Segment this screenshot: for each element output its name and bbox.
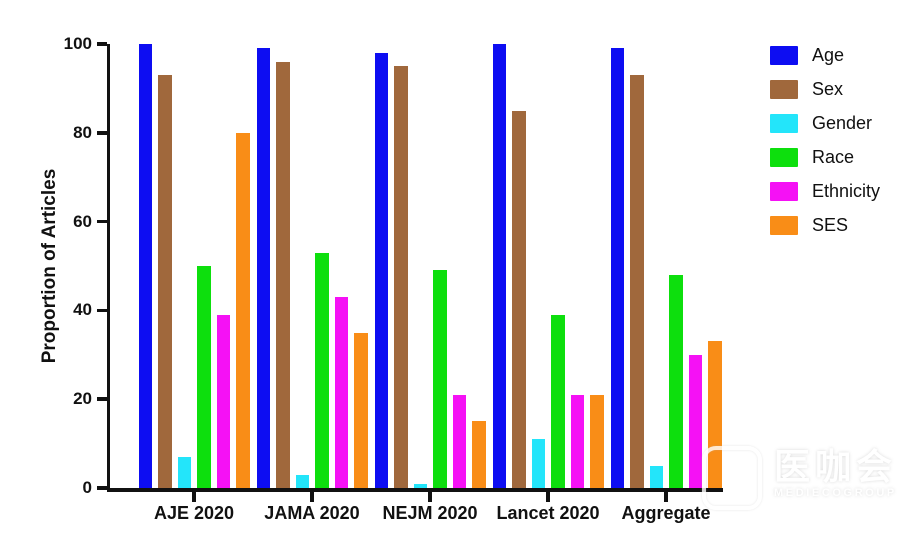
watermark-title: 医咖会 (774, 446, 898, 487)
bar-race-nejm-2020 (433, 270, 447, 488)
bar-sex-nejm-2020 (394, 66, 408, 488)
bar-age-aggregate (610, 48, 624, 488)
x-axis-tick (546, 491, 550, 502)
bar-gender-aje-2020 (177, 456, 191, 488)
x-axis-tick (192, 491, 196, 502)
coffee-swirl-icon (724, 465, 741, 490)
legend-swatch-gender (770, 114, 798, 133)
legend-swatch-age (770, 46, 798, 65)
y-axis-tick-label: 80 (73, 122, 92, 142)
bar-gender-lancet-2020 (531, 439, 545, 488)
x-axis-label-aje-2020: AJE 2020 (153, 503, 235, 523)
legend-item-race: Race (770, 147, 880, 167)
plot-area: 0 20 40 60 80 100 AJE 2020 JAMA 2020 NEJM 2020 La… (64, 34, 723, 523)
legend-label-race: Race (812, 147, 855, 167)
watermark: 医咖会 MEDIECOGROUP (702, 446, 897, 510)
y-axis-tick-label: 0 (82, 478, 92, 497)
bar-age-aje-2020 (138, 44, 152, 488)
legend-item-gender: Gender (770, 113, 880, 133)
bar-ses-aje-2020 (236, 132, 250, 488)
x-axis-tick (310, 491, 314, 502)
y-axis-tick (96, 131, 107, 135)
legend-label-age: Age (812, 45, 845, 65)
bar-race-aje-2020 (197, 266, 211, 488)
legend-item-ses: SES (770, 215, 880, 235)
bar-race-lancet-2020 (551, 314, 565, 488)
y-axis-tick (96, 486, 107, 490)
y-axis-tick (96, 42, 107, 46)
bar-gender-nejm-2020 (413, 483, 427, 488)
x-axis-tick (664, 491, 668, 502)
legend-swatch-ethnicity (770, 182, 798, 201)
bar-sex-aggregate (630, 75, 644, 488)
bar-ses-lancet-2020 (590, 394, 604, 488)
watermark-logo-icon (702, 446, 762, 510)
watermark-text: 医咖会 MEDIECOGROUP (774, 446, 897, 499)
bar-ethnicity-jama-2020 (334, 297, 348, 488)
legend-item-ethnicity: Ethnicity (770, 181, 881, 201)
bar-race-aggregate (669, 274, 683, 488)
legend-swatch-sex (770, 80, 798, 99)
bar-age-jama-2020 (256, 48, 270, 488)
y-axis-tick-label: 100 (63, 34, 92, 53)
y-axis-tick-label: 40 (73, 300, 92, 320)
legend-swatch-race (770, 148, 798, 167)
y-axis-tick (96, 397, 107, 401)
x-axis-label-nejm-2020: NEJM 2020 (382, 503, 478, 523)
bar-age-nejm-2020 (374, 52, 388, 488)
bar-ethnicity-lancet-2020 (570, 394, 584, 488)
bar-gender-jama-2020 (295, 474, 309, 488)
bar-age-lancet-2020 (492, 44, 506, 488)
bar-ethnicity-nejm-2020 (452, 394, 466, 488)
legend-item-age: Age (770, 45, 880, 65)
bar-sex-lancet-2020 (512, 110, 526, 488)
y-axis-line (106, 44, 110, 492)
watermark-subtitle: MEDIECOGROUP (774, 487, 897, 500)
legend-swatch-ses (770, 216, 798, 235)
y-axis-tick-label: 20 (73, 389, 92, 409)
bar-race-jama-2020 (315, 252, 329, 488)
legend-item-sex: Sex (770, 79, 880, 99)
x-axis-label-jama-2020: JAMA 2020 (264, 503, 360, 523)
x-axis-label-aggregate: Aggregate (621, 503, 711, 523)
y-axis-tick-label: 60 (73, 211, 92, 231)
y-axis-tick (96, 308, 107, 313)
x-axis-line (106, 488, 723, 492)
x-axis-tick (428, 491, 432, 502)
legend-label-ethnicity: Ethnicity (812, 181, 881, 201)
bar-sex-jama-2020 (276, 61, 290, 488)
legend: Age Sex Gender Race Ethnicity SES (770, 45, 881, 235)
legend-label-gender: Gender (812, 113, 873, 133)
y-axis-tick (96, 219, 107, 224)
bar-ses-nejm-2020 (472, 421, 486, 488)
legend-label-ses: SES (812, 215, 849, 235)
bar-gender-aggregate (649, 465, 663, 488)
bar-ethnicity-aje-2020 (216, 314, 230, 488)
y-axis-title: Proportion of Articles (39, 168, 60, 364)
bar-ses-jama-2020 (354, 332, 368, 488)
bar-sex-aje-2020 (158, 75, 172, 488)
x-axis-label-lancet-2020: Lancet 2020 (496, 503, 600, 523)
bar-ethnicity-aggregate (688, 354, 702, 488)
legend-label-sex: Sex (812, 79, 844, 99)
